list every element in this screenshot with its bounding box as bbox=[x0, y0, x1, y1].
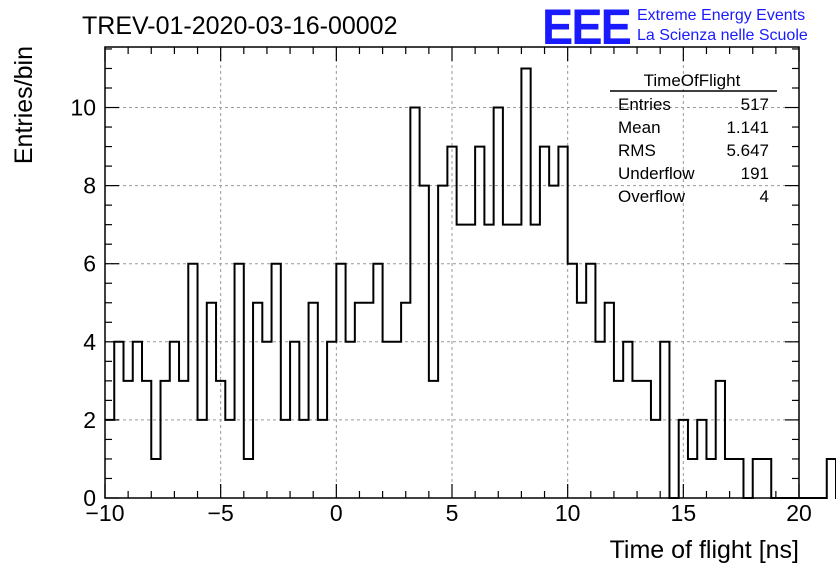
x-tick-label: −5 bbox=[208, 500, 234, 526]
stats-value-mean: 1.141 bbox=[726, 118, 769, 137]
y-tick-label: 6 bbox=[83, 251, 96, 277]
logo-line-1: Extreme Energy Events bbox=[637, 7, 805, 24]
chart-title: TREV-01-2020-03-16-00002 bbox=[82, 12, 397, 40]
stats-value-overflow: 4 bbox=[760, 187, 769, 206]
stats-title: TimeOfFlight bbox=[644, 71, 741, 90]
y-axis-label: Entries/bin bbox=[10, 46, 38, 164]
plot-frame bbox=[104, 46, 800, 499]
logo-mark: EEE bbox=[542, 0, 631, 55]
plot-area bbox=[105, 47, 799, 498]
x-tick-label: 10 bbox=[555, 500, 581, 526]
stats-box: TimeOfFlight Entries 517 Mean 1.141 RMS … bbox=[610, 71, 777, 206]
x-tick-labels: −10 −5 0 5 10 15 20 bbox=[85, 500, 811, 526]
x-tick-label: 5 bbox=[446, 500, 459, 526]
x-tick-label: −10 bbox=[85, 500, 124, 526]
eee-logo: EEE Extreme Energy Events La Scienza nel… bbox=[542, 0, 808, 55]
y-tick-label: 0 bbox=[83, 485, 96, 511]
x-tick-label: 0 bbox=[330, 500, 343, 526]
x-tick-label: 20 bbox=[786, 500, 812, 526]
y-tick-label: 10 bbox=[70, 95, 96, 121]
stats-value-rms: 5.647 bbox=[726, 141, 769, 160]
x-tick-label: 15 bbox=[671, 500, 697, 526]
y-tick-labels: 0 2 4 6 8 10 bbox=[70, 95, 96, 511]
stats-value-underflow: 191 bbox=[741, 164, 769, 183]
stats-value-entries: 517 bbox=[741, 95, 769, 114]
stats-label-entries: Entries bbox=[618, 95, 671, 114]
x-axis-label: Time of flight [ns] bbox=[610, 536, 799, 564]
stats-label-mean: Mean bbox=[618, 118, 661, 137]
stats-label-underflow: Underflow bbox=[618, 164, 695, 183]
logo-line-2: La Scienza nelle Scuole bbox=[637, 27, 808, 44]
stats-label-overflow: Overflow bbox=[618, 187, 686, 206]
y-tick-label: 2 bbox=[83, 407, 96, 433]
stats-label-rms: RMS bbox=[618, 141, 656, 160]
histogram-series bbox=[105, 67, 836, 499]
y-tick-label: 4 bbox=[83, 329, 96, 355]
y-tick-label: 8 bbox=[83, 173, 96, 199]
